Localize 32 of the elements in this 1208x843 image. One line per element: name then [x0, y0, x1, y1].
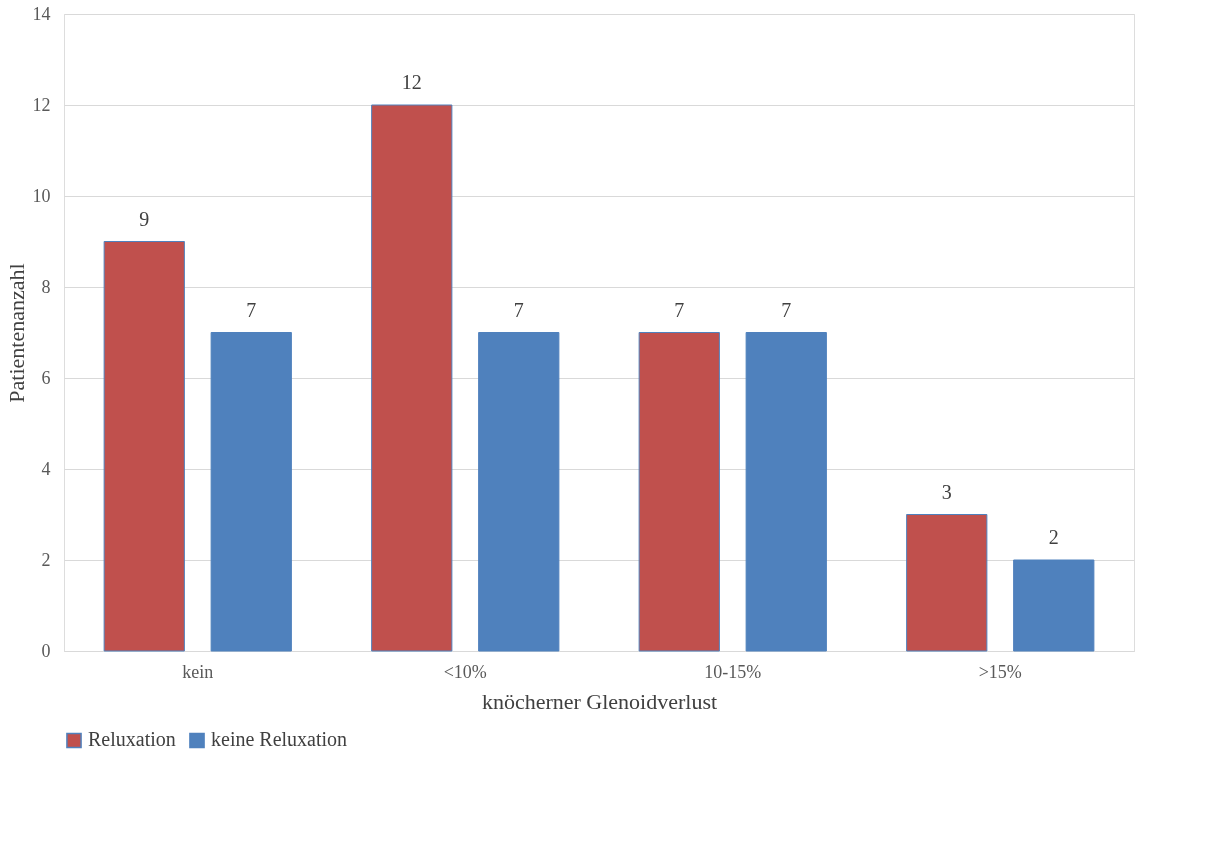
y-tick-label: 14 [32, 3, 51, 24]
bar [103, 241, 185, 652]
y-tick-label: 10 [32, 185, 51, 206]
y-tick-label: 4 [41, 458, 51, 479]
y-tick-label: 6 [41, 367, 51, 388]
x-axis-title: knöcherner Glenoidverlust [481, 688, 718, 714]
x-tick-label: >15% [978, 661, 1022, 682]
data-label: 3 [941, 480, 952, 503]
y-axis-title: Patientenanzahl [3, 263, 29, 403]
bar [906, 514, 988, 652]
bar [638, 332, 720, 652]
data-label: 7 [674, 298, 685, 321]
data-label: 7 [513, 298, 524, 321]
y-tick-label: 0 [41, 640, 51, 661]
data-label: 9 [139, 207, 150, 230]
legend-label: keine Reluxation [211, 728, 348, 751]
bar [478, 332, 560, 652]
data-label: 7 [246, 298, 257, 321]
legend-label: Reluxation [88, 728, 176, 751]
y-tick-label: 12 [32, 94, 51, 115]
x-tick-label: 10-15% [704, 661, 762, 682]
data-label: 2 [1048, 526, 1059, 548]
data-label: 7 [781, 298, 792, 321]
x-tick-label: <10% [443, 661, 487, 682]
bar [1013, 559, 1095, 652]
bar [371, 104, 453, 652]
bar [210, 332, 292, 652]
y-tick-label: 8 [41, 276, 51, 297]
y-tick-label: 2 [41, 549, 51, 570]
x-tick-label: kein [182, 661, 214, 682]
data-label: 12 [401, 71, 422, 93]
bar [745, 332, 827, 652]
